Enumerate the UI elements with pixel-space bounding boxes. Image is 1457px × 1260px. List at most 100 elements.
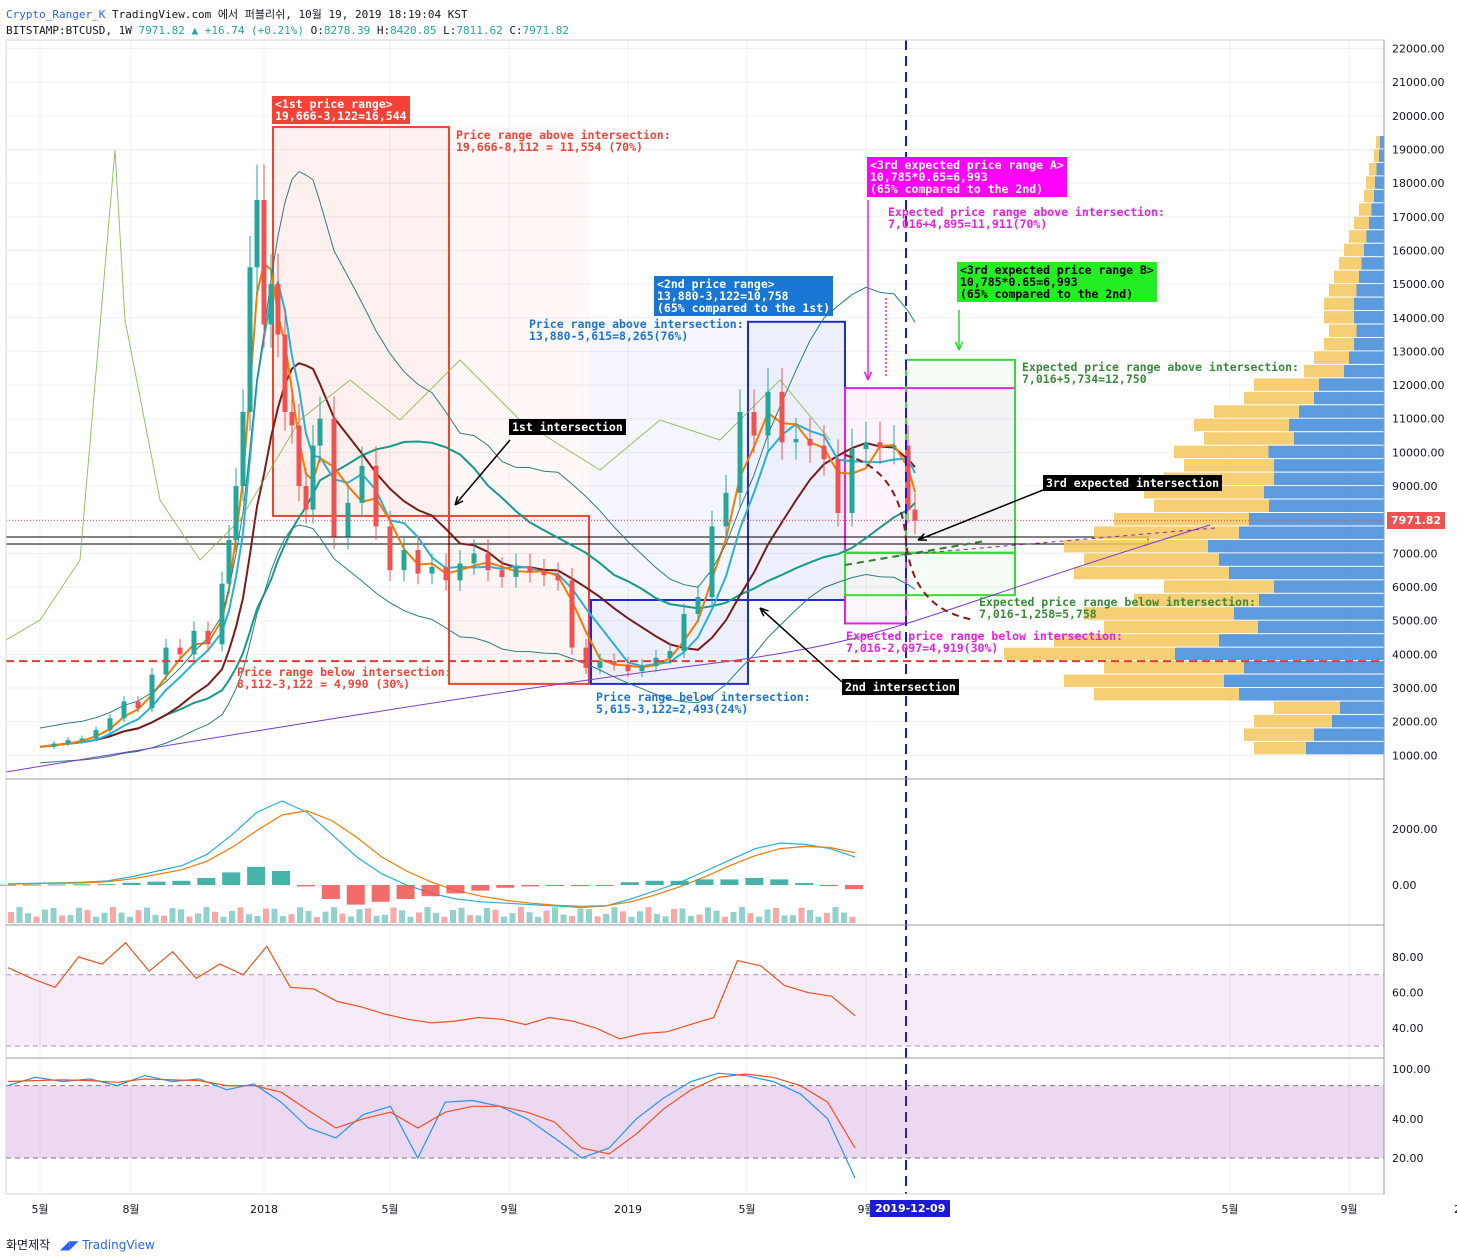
y-tick-label: 2000.00 — [1392, 716, 1438, 729]
volume-bar — [254, 916, 261, 923]
volume-profile-bar — [1359, 270, 1384, 284]
third-b-below-label[interactable]: Expected price range below intersection:… — [979, 595, 1256, 621]
first-price-range-label[interactable]: <1st price range> 19,666-3,122=16,544 — [272, 96, 410, 124]
last-price: 7971.82 — [138, 24, 185, 37]
stoch-band — [6, 1085, 1384, 1158]
first-below-label[interactable]: Price range below intersection: 8,112-3,… — [237, 665, 452, 691]
third-b-arrow — [954, 341, 964, 351]
volume-profile-bar — [1249, 512, 1384, 526]
low-value: 7811.62 — [456, 24, 503, 37]
volume-bar — [314, 916, 320, 923]
volume-bar — [569, 915, 575, 923]
third-a-above-label[interactable]: Expected price range above intersection:… — [888, 205, 1165, 231]
candle-body — [667, 650, 673, 658]
volume-profile-bar — [1349, 230, 1367, 243]
volume-profile-bar — [1376, 135, 1380, 149]
y-tick-label: 3000.00 — [1392, 682, 1438, 695]
third-a-range-label[interactable]: <3rd expected price range A> 10,785*0.65… — [867, 157, 1067, 197]
volume-bar — [322, 911, 329, 923]
volume-bar — [373, 915, 380, 923]
volume-bar — [798, 907, 805, 923]
macd-histogram-bar — [595, 885, 614, 886]
made-with-label: 화면제작 — [6, 1238, 51, 1252]
third-intersection-label[interactable]: 3rd expected intersection — [1043, 475, 1223, 491]
volume-profile-bar — [1259, 593, 1384, 607]
macd-histogram-bar — [346, 885, 365, 905]
volume-profile-bar — [1324, 297, 1354, 311]
volume-profile-bar — [1258, 620, 1384, 634]
first-intersection-arrow — [454, 439, 511, 506]
volume-profile-bar — [1154, 499, 1269, 512]
volume-profile-bar — [1244, 661, 1384, 674]
macd-histogram-bar — [147, 881, 166, 885]
tradingview-brand[interactable]: TradingView — [82, 1238, 155, 1252]
volume-profile-bar — [1340, 701, 1384, 714]
third-b-range-label[interactable]: <3rd expected price range B> 10,785*0.65… — [957, 262, 1157, 302]
volume-profile-bar — [1104, 661, 1244, 674]
y-tick-label: 12000.00 — [1392, 379, 1445, 392]
candle-body — [835, 459, 841, 513]
volume-profile-bar — [1244, 391, 1314, 405]
candle-body — [793, 438, 799, 443]
volume-profile-bar — [1334, 270, 1359, 284]
second-below-label[interactable]: Price range below intersection: 5,615-3,… — [596, 690, 811, 716]
volume-profile-bar — [1224, 674, 1384, 688]
volume-profile-bar — [1194, 418, 1289, 432]
y-tick-label: 6000.00 — [1392, 581, 1438, 594]
volume-bar — [229, 910, 235, 923]
macd-histogram-bar — [820, 885, 839, 887]
third-b-below-zone — [844, 551, 1016, 597]
second-above-label[interactable]: Price range above intersection: 13,880-5… — [529, 317, 744, 343]
volume-bar — [152, 914, 159, 923]
volume-bar — [671, 908, 677, 923]
volume-profile-bar — [1366, 176, 1375, 189]
candle-body — [443, 566, 449, 581]
symbol-label[interactable]: BITSTAMP:BTCUSD, 1W — [6, 24, 132, 37]
volume-profile-bar — [1274, 580, 1384, 593]
second-price-range-label[interactable]: <2nd price range> 13,880-3,122=10,758 (6… — [654, 276, 834, 316]
first-above-label[interactable]: Price range above intersection: 19,666-8… — [456, 128, 671, 154]
macd-histogram-bar — [770, 879, 789, 885]
candle-body — [765, 391, 771, 436]
candle-body — [597, 661, 603, 668]
volume-bar — [620, 911, 626, 923]
stoch-d-line — [7, 1073, 856, 1155]
volume-profile-bar — [1306, 741, 1384, 755]
third-a-below-label[interactable]: Expected price range below intersection:… — [846, 629, 1123, 655]
volume-bar — [713, 910, 720, 923]
y-tick-label: 15000.00 — [1392, 278, 1445, 291]
volume-bar — [637, 911, 643, 923]
volume-profile-bar — [1184, 459, 1274, 472]
up-arrow-icon: ▲ — [191, 24, 199, 37]
candle-body — [247, 267, 253, 413]
volume-profile-bar — [1214, 405, 1299, 418]
second-intersection-arrow — [759, 607, 769, 617]
volume-bar — [824, 912, 830, 923]
x-tick-label: 8월 — [122, 1203, 139, 1216]
third-b-above-label[interactable]: Expected price range above intersection:… — [1022, 360, 1299, 386]
volume-bar — [603, 913, 609, 923]
volume-bar — [450, 909, 456, 923]
volume-bar — [849, 916, 856, 923]
first-intersection-label[interactable]: 1st intersection — [509, 419, 626, 435]
volume-profile-bar — [1174, 445, 1269, 459]
y-tick-label: 9000.00 — [1392, 480, 1438, 493]
second-intersection-label[interactable]: 2nd intersection — [842, 679, 959, 695]
volume-profile-bar — [1354, 337, 1384, 351]
volume-profile-bar — [1361, 257, 1384, 270]
volume-bar — [628, 916, 635, 923]
x-tick-label: 5월 — [738, 1203, 755, 1216]
tradingview-logo-icon[interactable]: ◢◤ — [60, 1238, 79, 1252]
candle-body — [303, 486, 309, 510]
author-name[interactable]: Crypto_Ranger_K — [6, 8, 106, 21]
macd-histogram-bar — [272, 871, 291, 885]
y-tick-label: 22000.00 — [1392, 42, 1445, 55]
volume-bar — [577, 908, 584, 923]
volume-bar — [722, 916, 728, 923]
volume-bar — [764, 909, 771, 923]
macd-histogram-bar — [222, 872, 241, 885]
y-tick-label: 80.00 — [1392, 951, 1424, 964]
candle-body — [485, 553, 491, 571]
volume-profile-bar — [1094, 526, 1239, 539]
